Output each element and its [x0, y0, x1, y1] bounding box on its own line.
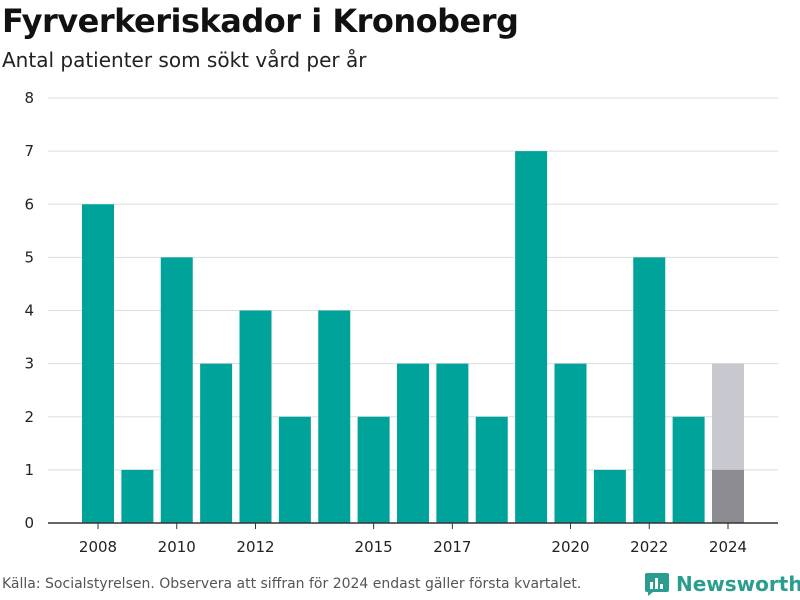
bar-2009: [121, 469, 154, 523]
bar-2011: [200, 363, 233, 523]
x-tick-label-2022: 2022: [630, 538, 668, 556]
y-tick-label-2: 2: [24, 408, 34, 426]
chart-title: Fyrverkeriskador i Kronoberg: [2, 2, 519, 40]
bar-2015: [357, 416, 390, 523]
y-tick-label-7: 7: [24, 142, 34, 160]
brand-logo: Newsworthy: [644, 568, 800, 600]
bar-2016: [397, 363, 429, 523]
bar-reference-2024: [712, 363, 744, 470]
bar-2019: [515, 151, 548, 523]
bar-2021: [593, 469, 626, 523]
bar-2014: [318, 310, 351, 523]
y-tick-label-5: 5: [24, 248, 34, 266]
bar-2010: [160, 257, 193, 523]
y-tick-label-6: 6: [24, 195, 34, 213]
x-tick-label-2017: 2017: [433, 538, 471, 556]
source-note: Källa: Socialstyrelsen. Observera att si…: [2, 576, 582, 592]
y-tick-label-4: 4: [24, 302, 34, 320]
x-tick-label-2008: 2008: [79, 538, 117, 556]
x-tick-label-2015: 2015: [355, 538, 393, 556]
bar-2018: [475, 416, 508, 523]
bar-2012: [239, 310, 272, 523]
bar-2020: [554, 363, 587, 523]
x-tick-label-2024: 2024: [709, 538, 747, 556]
bar-chart: 0 1 2 3 4 5 6 7 8 2008 2010 2012 2015 2017 2020 2022 202…: [24, 89, 778, 556]
x-tick-label-2020: 2020: [551, 538, 589, 556]
bar-2023: [672, 416, 705, 523]
brand-name: Newsworthy: [676, 572, 800, 596]
bar-2024: [712, 469, 744, 523]
y-tick-label-1: 1: [24, 461, 34, 479]
y-tick-label-0: 0: [24, 514, 34, 532]
x-tick-label-2012: 2012: [236, 538, 274, 556]
bar-2022: [633, 257, 666, 523]
x-tick-label-2010: 2010: [158, 538, 196, 556]
bar-2008: [82, 204, 114, 523]
y-tick-label-3: 3: [24, 355, 34, 373]
bar-2013: [278, 416, 311, 523]
bar-2017: [436, 363, 469, 523]
y-tick-label-8: 8: [24, 89, 34, 107]
chart-subtitle: Antal patienter som sökt vård per år: [2, 48, 367, 72]
bar-chart-logo-icon: [645, 573, 669, 596]
